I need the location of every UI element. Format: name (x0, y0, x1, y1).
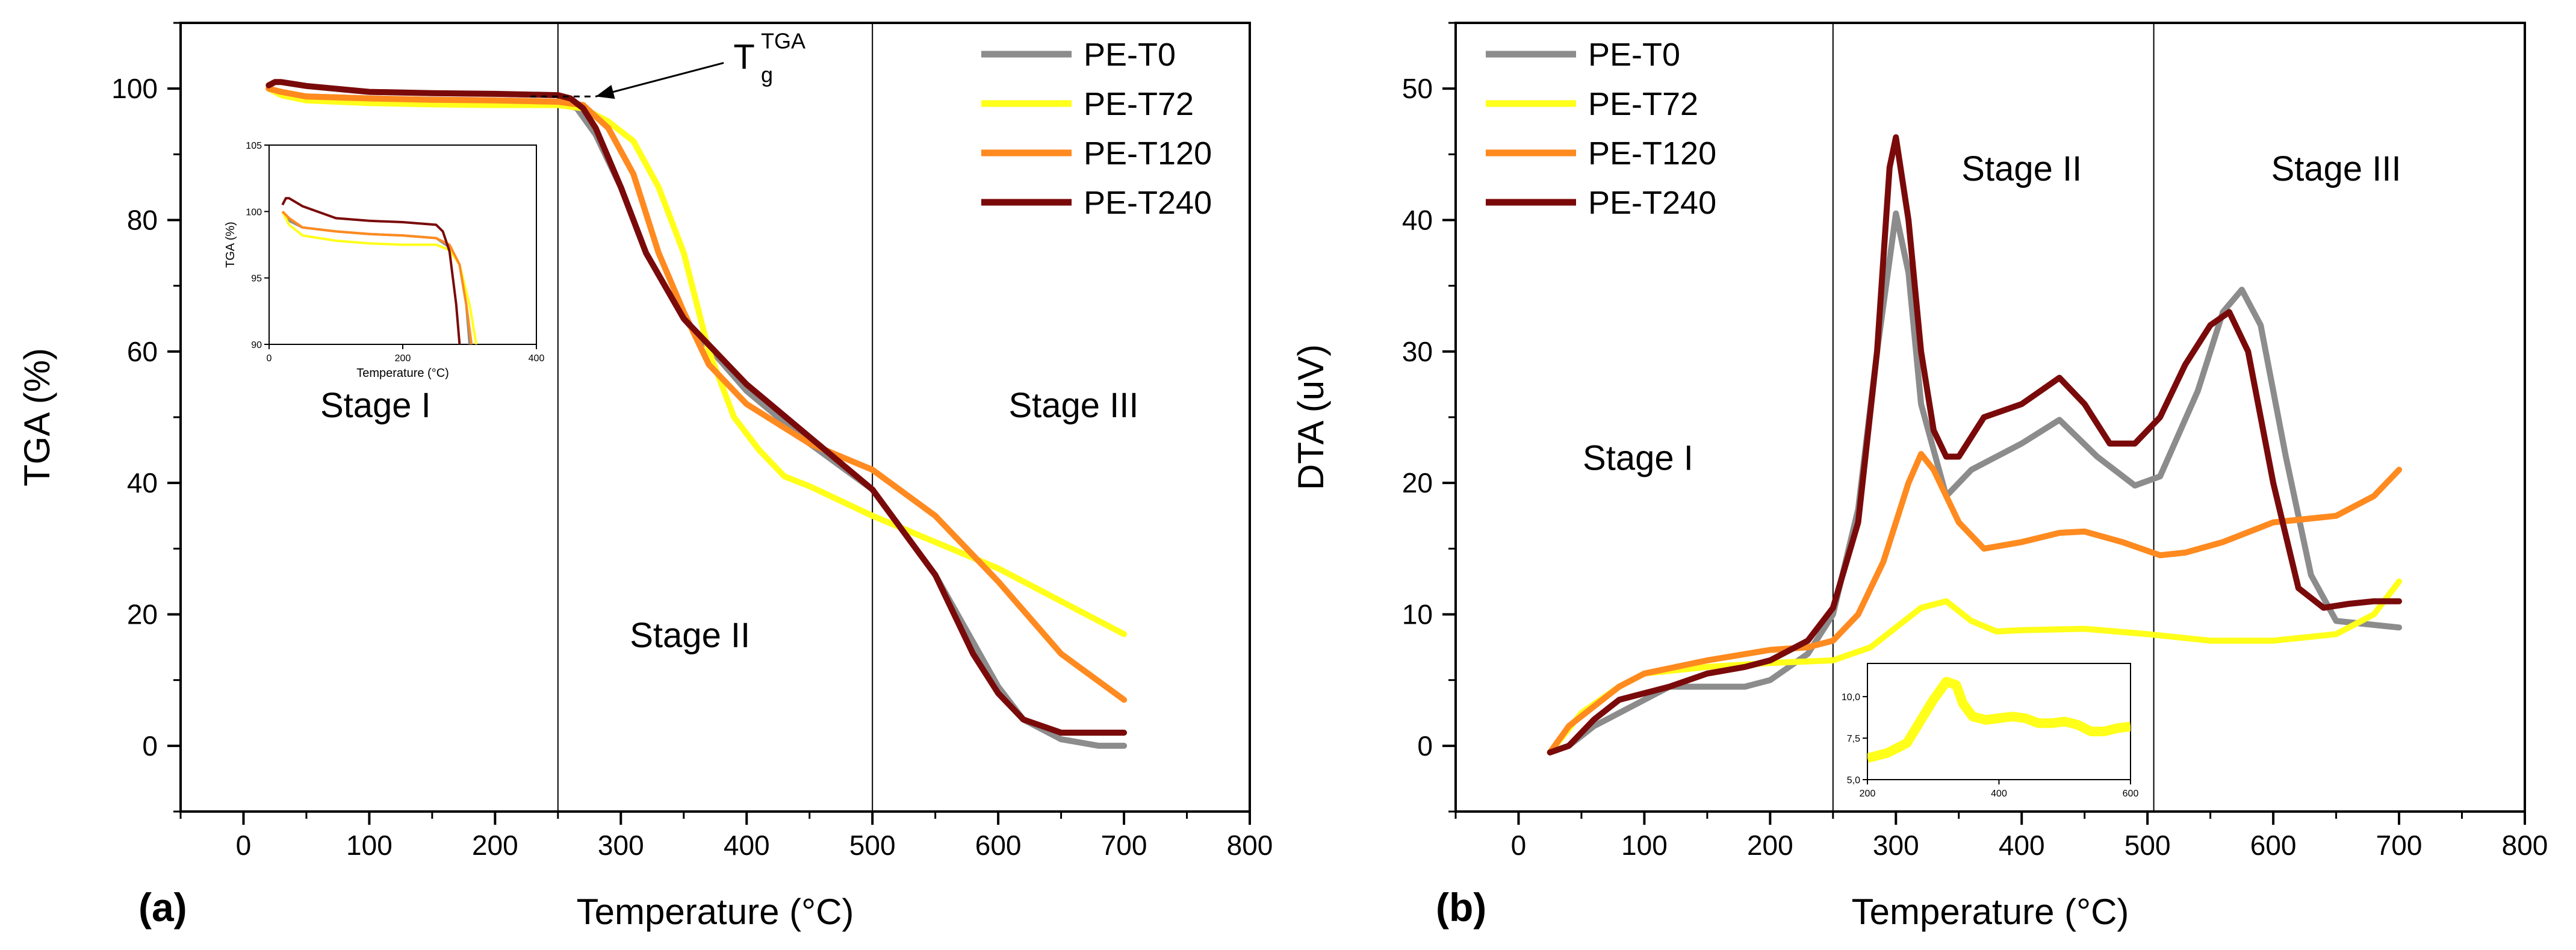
dta-legend-label-pe-t72: PE-T72 (1588, 86, 1698, 122)
tga-inset-series-group (281, 197, 478, 344)
dta-x-tick-label: 0 (1511, 830, 1527, 861)
dta-y-tick-label: 30 (1402, 336, 1433, 367)
tga-inset-x-tick-label: 0 (267, 353, 272, 364)
tga-x-tick-label: 200 (472, 830, 518, 861)
dta-inset-y-tick-label: 5,0 (1847, 775, 1860, 786)
dta-inset-x-tick-label: 600 (2123, 789, 2139, 799)
tga-inset-x-tick-label: 400 (529, 353, 545, 364)
tga-inset-y-tick-label: 105 (246, 141, 262, 151)
dta-inset-x-tick-label: 400 (1991, 789, 2007, 799)
dta-inset-series-group (1867, 677, 2131, 763)
dta-x-axis-label: Temperature (°C) (1852, 892, 2129, 932)
dta-chart: 0 100 200 300 400 500 600 700 800 0 10 20 30 40 50 Tem… (1291, 22, 2548, 932)
tga-y-tick-label: 80 (127, 205, 158, 236)
tga-x-tick-label: 700 (1101, 830, 1147, 861)
tga-y-tick-label: 100 (111, 73, 158, 104)
dta-legend-label-pe-t120: PE-T120 (1588, 135, 1716, 172)
dta-x-tick-label: 600 (2250, 830, 2297, 861)
tga-x-axis-label: Temperature (°C) (577, 892, 854, 932)
dta-inset-x-tick-label: 200 (1860, 789, 1876, 799)
tga-annotation-sub: g (761, 62, 773, 87)
dta-series-pe-t120 (1547, 451, 2403, 756)
tga-inset-y-tick-label: 90 (251, 340, 262, 350)
dta-x-tick-label: 300 (1873, 830, 1919, 861)
dta-y-axis-label: DTA (uV) (1291, 344, 1331, 490)
dta-x-tick-label: 500 (2124, 830, 2171, 861)
tga-annotation-stage-iii: Stage III (1008, 386, 1138, 425)
dta-x-tick-label: 700 (2376, 830, 2422, 861)
dta-x-tick-label: 100 (1621, 830, 1668, 861)
dta-annotation-stage-iii: Stage III (2271, 149, 2401, 188)
tga-y-tick-label: 60 (127, 336, 158, 367)
tga-legend-label-pe-t72: PE-T72 (1084, 86, 1194, 122)
tga-y-tick-label: 40 (127, 467, 158, 498)
tga-series-pe-t120 (265, 85, 1128, 703)
dta-inset-y-tick-label: 10,0 (1842, 692, 1860, 703)
dta-legend-label-pe-t0: PE-T0 (1588, 37, 1680, 73)
panel-label-b: (b) (1436, 885, 1486, 930)
dta-y-tick-label: 20 (1402, 467, 1433, 498)
tga-annotation-arrow (595, 61, 724, 98)
tga-legend-label-pe-t0: PE-T0 (1084, 37, 1176, 73)
dta-annotation-stage-i: Stage I (1583, 438, 1693, 477)
tga-y-tick-label: 20 (127, 599, 158, 630)
tga-legend-label-pe-t120: PE-T120 (1084, 135, 1212, 172)
tga-x-tick-label: 100 (346, 830, 393, 861)
panel-label-a: (a) (138, 885, 187, 930)
dta-y-tick-label: 40 (1402, 205, 1433, 236)
tga-x-tick-label: 0 (236, 830, 252, 861)
tga-annotation-t: T (733, 37, 754, 76)
tga-inset-x-tick-label: 200 (395, 353, 411, 364)
tga-x-tick-label: 500 (849, 830, 896, 861)
tga-annotation-arrowhead (595, 85, 615, 99)
tga-annotation-stage-ii: Stage II (630, 616, 750, 655)
tga-x-tick-label: 800 (1227, 830, 1273, 861)
dta-x-tick-label: 200 (1747, 830, 1793, 861)
dta-y-tick-label: 10 (1402, 599, 1433, 630)
tga-annotation-stage-i: Stage I (320, 386, 431, 425)
tga-x-tick-label: 300 (598, 830, 644, 861)
tga-inset-y-axis-label: TGA (%) (224, 222, 237, 268)
dta-series-pe-t240 (1547, 134, 2403, 756)
tga-x-tick-label: 600 (975, 830, 1022, 861)
tga-inset-x-axis-label: Temperature (°C) (356, 367, 449, 380)
dta-x-tick-label: 400 (1999, 830, 2045, 861)
tga-x-tick-label: 400 (724, 830, 770, 861)
dta-y-tick-label: 0 (1417, 730, 1433, 762)
tga-inset-series-pe-t240 (281, 197, 461, 344)
tga-y-axis-label: TGA (%) (17, 348, 57, 486)
dta-inset-series-pe-t72 (1867, 677, 2131, 763)
dta-inset-y-tick-label: 7,5 (1847, 734, 1860, 744)
tga-inset-y-tick-label: 95 (251, 274, 262, 284)
tga-series-pe-t240 (265, 79, 1128, 736)
tga-chart: 0 100 200 300 400 500 600 700 800 0 20 40 60 80 100 Te… (17, 22, 1273, 932)
tga-legend-label-pe-t240: PE-T240 (1084, 185, 1212, 221)
dta-y-tick-label: 50 (1402, 73, 1433, 104)
dta-annotation-stage-ii: Stage II (1961, 149, 2082, 188)
dta-x-tick-label: 800 (2502, 830, 2548, 861)
tga-y-tick-label: 0 (142, 730, 158, 762)
tga-inset-series-pe-t120 (281, 210, 473, 344)
tga-annotation-sup: TGA (761, 28, 805, 53)
tga-inset-y-tick-label: 100 (246, 207, 262, 217)
dta-legend-label-pe-t240: PE-T240 (1588, 185, 1716, 221)
